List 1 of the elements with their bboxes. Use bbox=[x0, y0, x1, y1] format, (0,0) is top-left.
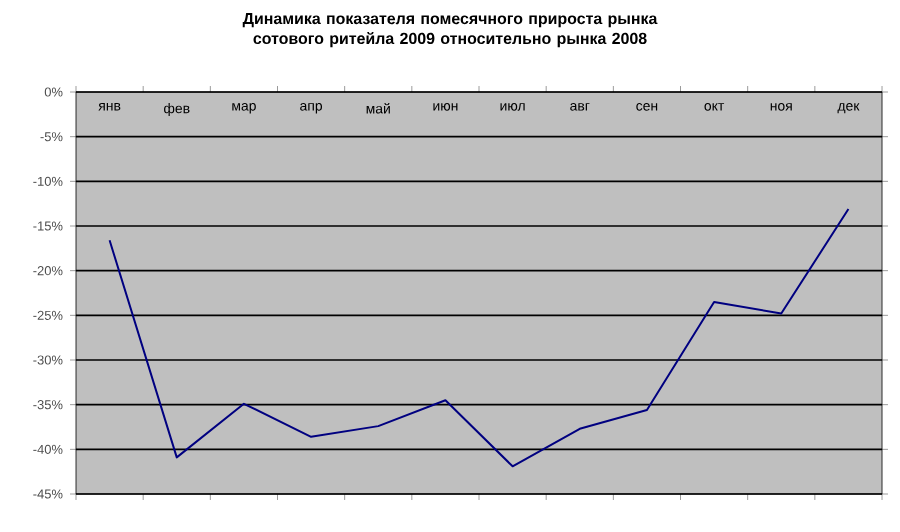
line-series bbox=[108, 208, 850, 468]
